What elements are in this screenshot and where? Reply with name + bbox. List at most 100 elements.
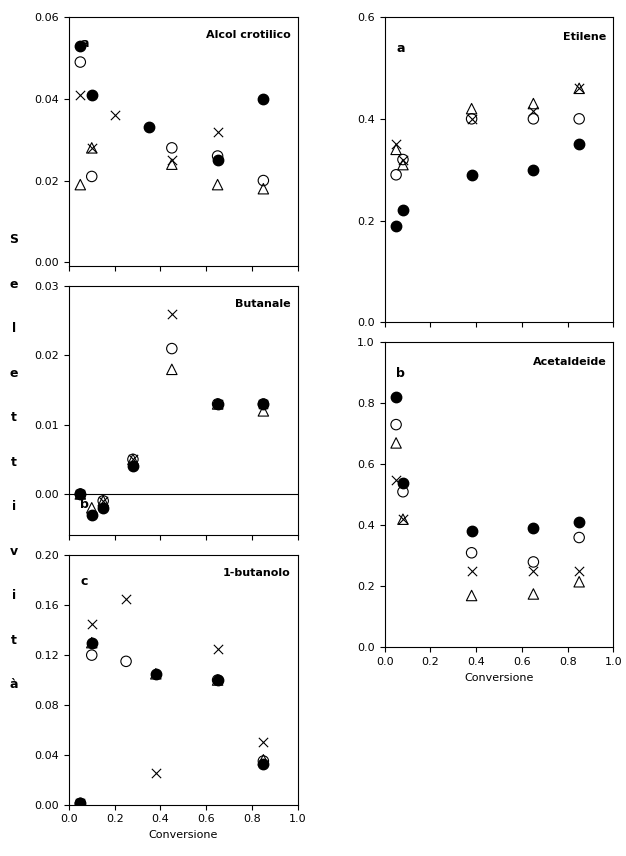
Text: Etilene: Etilene: [563, 33, 607, 43]
Text: e: e: [9, 277, 18, 291]
Text: Acetaldeide: Acetaldeide: [533, 358, 607, 367]
Point: [466, 546, 476, 560]
Point: [466, 102, 476, 116]
Point: [574, 564, 584, 578]
Point: [87, 501, 97, 514]
Point: [528, 521, 538, 535]
Point: [574, 138, 584, 152]
Point: [151, 667, 161, 681]
Text: b: b: [396, 366, 405, 379]
Point: [213, 673, 223, 687]
Point: [167, 141, 177, 155]
Point: [128, 453, 138, 467]
Point: [213, 149, 223, 163]
Point: [574, 81, 584, 95]
Point: [87, 508, 97, 521]
Point: [398, 152, 408, 166]
Point: [398, 513, 408, 526]
Point: [87, 169, 97, 183]
Point: [259, 735, 269, 749]
Point: [75, 56, 85, 69]
Point: [167, 307, 177, 321]
Point: [391, 418, 401, 431]
Point: [213, 397, 223, 411]
Point: [391, 219, 401, 233]
Text: c: c: [80, 575, 88, 588]
Point: [75, 487, 85, 501]
Text: i: i: [12, 500, 16, 514]
Point: [466, 168, 476, 181]
Point: [87, 141, 97, 155]
Point: [391, 168, 401, 181]
Point: [259, 753, 269, 767]
Point: [259, 174, 269, 187]
Point: [75, 39, 85, 52]
Point: [398, 152, 408, 166]
Point: [213, 397, 223, 411]
Point: [259, 397, 269, 411]
Point: [87, 636, 97, 650]
X-axis label: Conversione: Conversione: [148, 830, 218, 840]
Point: [398, 204, 408, 217]
Point: [574, 575, 584, 589]
Point: [528, 163, 538, 176]
Point: [128, 460, 138, 473]
Point: [574, 81, 584, 95]
Point: [528, 587, 538, 601]
Point: [75, 797, 85, 811]
Point: [574, 531, 584, 544]
Text: a: a: [396, 42, 404, 55]
Point: [213, 125, 223, 139]
Point: [87, 636, 97, 650]
Point: [167, 362, 177, 376]
Point: [391, 390, 401, 404]
Point: [75, 88, 85, 102]
Point: [391, 142, 401, 156]
Point: [213, 178, 223, 192]
Text: a: a: [80, 37, 89, 50]
Text: l: l: [12, 322, 16, 336]
Point: [213, 642, 223, 656]
Point: [75, 487, 85, 501]
Point: [128, 453, 138, 467]
Point: [398, 476, 408, 490]
Point: [574, 515, 584, 529]
Text: t: t: [11, 411, 17, 425]
Text: 1-butanolo: 1-butanolo: [223, 568, 291, 578]
Point: [87, 141, 97, 155]
Point: [213, 397, 223, 411]
Point: [466, 589, 476, 603]
Point: [528, 564, 538, 578]
Point: [75, 797, 85, 811]
Point: [87, 88, 97, 102]
Text: t: t: [11, 455, 17, 469]
Point: [574, 112, 584, 126]
Point: [128, 453, 138, 467]
Point: [213, 153, 223, 167]
Point: [121, 655, 131, 669]
Point: [98, 494, 108, 508]
Point: [398, 158, 408, 171]
Point: [151, 667, 161, 681]
Text: i: i: [12, 589, 16, 603]
Point: [213, 397, 223, 411]
Point: [144, 121, 154, 134]
Point: [213, 673, 223, 687]
Point: [259, 757, 269, 770]
Point: [75, 487, 85, 501]
X-axis label: Conversione: Conversione: [464, 673, 534, 682]
Point: [98, 501, 108, 514]
Text: Alcol crotilico: Alcol crotilico: [206, 30, 291, 39]
Point: [466, 112, 476, 126]
Point: [391, 436, 401, 449]
Text: v: v: [10, 544, 18, 558]
Point: [98, 494, 108, 508]
Point: [75, 487, 85, 501]
Point: [259, 754, 269, 768]
Text: à: à: [9, 678, 18, 692]
Point: [213, 673, 223, 687]
Point: [259, 397, 269, 411]
Point: [75, 178, 85, 192]
Point: [75, 797, 85, 811]
Point: [75, 797, 85, 811]
